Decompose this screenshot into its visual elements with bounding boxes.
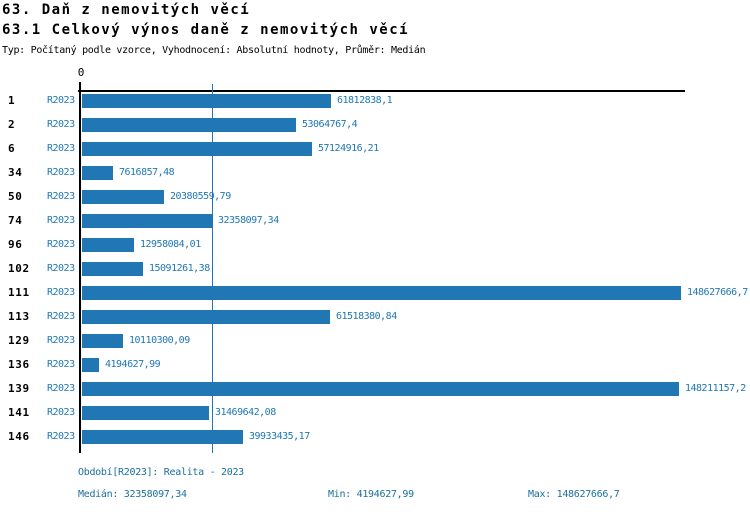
bar-value-label: 4194627,99 — [105, 359, 161, 370]
bar — [82, 334, 123, 348]
bar — [82, 190, 164, 204]
row-series-label: R2023 — [47, 119, 75, 130]
row-series-label: R2023 — [47, 239, 75, 250]
footer-period: Období[R2023]: Realita - 2023 — [78, 467, 244, 478]
bar-value-label: 53064767,4 — [302, 119, 358, 130]
bar-value-label: 31469642,08 — [215, 407, 276, 418]
row-category-label: 6 — [8, 142, 16, 155]
row-series-label: R2023 — [47, 359, 75, 370]
row-category-label: 129 — [8, 334, 30, 347]
bar-value-label: 61518380,84 — [336, 311, 397, 322]
bar — [82, 238, 134, 252]
x-axis-zero-label: 0 — [77, 66, 85, 79]
bar-value-label: 57124916,21 — [318, 143, 379, 154]
bar — [82, 262, 143, 276]
bar-value-label: 15091261,38 — [149, 263, 210, 274]
row-series-label: R2023 — [47, 431, 75, 442]
row-category-label: 2 — [8, 118, 16, 131]
chart-meta-line: Typ: Počítaný podle vzorce, Vyhodnocení:… — [2, 45, 426, 56]
bar — [82, 310, 330, 324]
bar — [82, 286, 681, 300]
bar-value-label: 32358097,34 — [218, 215, 279, 226]
bar-value-label: 20380559,79 — [170, 191, 231, 202]
row-series-label: R2023 — [47, 167, 75, 178]
row-series-label: R2023 — [47, 335, 75, 346]
row-series-label: R2023 — [47, 215, 75, 226]
row-series-label: R2023 — [47, 383, 75, 394]
bar — [82, 358, 99, 372]
row-series-label: R2023 — [47, 311, 75, 322]
row-category-label: 146 — [8, 430, 30, 443]
bar — [82, 382, 679, 396]
bar-value-label: 148627666,7 — [687, 287, 748, 298]
chart-subtitle: 63.1 Celkový výnos daně z nemovitých věc… — [2, 22, 410, 38]
bar — [82, 214, 212, 228]
row-series-label: R2023 — [47, 287, 75, 298]
footer-max: Max: 148627666,7 — [528, 489, 620, 500]
row-series-label: R2023 — [47, 407, 75, 418]
bar-value-label: 61812838,1 — [337, 95, 393, 106]
footer-min: Min: 4194627,99 — [328, 489, 414, 500]
bar-value-label: 12958084,01 — [140, 239, 201, 250]
bar-value-label: 39933435,17 — [249, 431, 310, 442]
row-category-label: 50 — [8, 190, 23, 203]
row-category-label: 113 — [8, 310, 30, 323]
bar — [82, 430, 243, 444]
row-category-label: 96 — [8, 238, 23, 251]
median-line — [212, 84, 213, 453]
row-category-label: 74 — [8, 214, 23, 227]
bar-value-label: 10110300,09 — [129, 335, 190, 346]
row-category-label: 136 — [8, 358, 30, 371]
bar-value-label: 148211157,2 — [685, 383, 746, 394]
y-axis-line — [79, 82, 81, 453]
x-axis-line — [78, 90, 685, 92]
row-category-label: 111 — [8, 286, 30, 299]
bar — [82, 142, 312, 156]
bar — [82, 94, 331, 108]
page-title: 63. Daň z nemovitých věcí — [2, 2, 251, 18]
row-category-label: 34 — [8, 166, 23, 179]
footer-median: Medián: 32358097,34 — [78, 489, 187, 500]
row-series-label: R2023 — [47, 263, 75, 274]
row-series-label: R2023 — [47, 143, 75, 154]
row-category-label: 139 — [8, 382, 30, 395]
row-series-label: R2023 — [47, 191, 75, 202]
row-series-label: R2023 — [47, 95, 75, 106]
row-category-label: 1 — [8, 94, 16, 107]
row-category-label: 141 — [8, 406, 30, 419]
row-category-label: 102 — [8, 262, 30, 275]
bar — [82, 118, 296, 132]
bar — [82, 406, 209, 420]
bar — [82, 166, 113, 180]
bar-value-label: 7616857,48 — [119, 167, 175, 178]
